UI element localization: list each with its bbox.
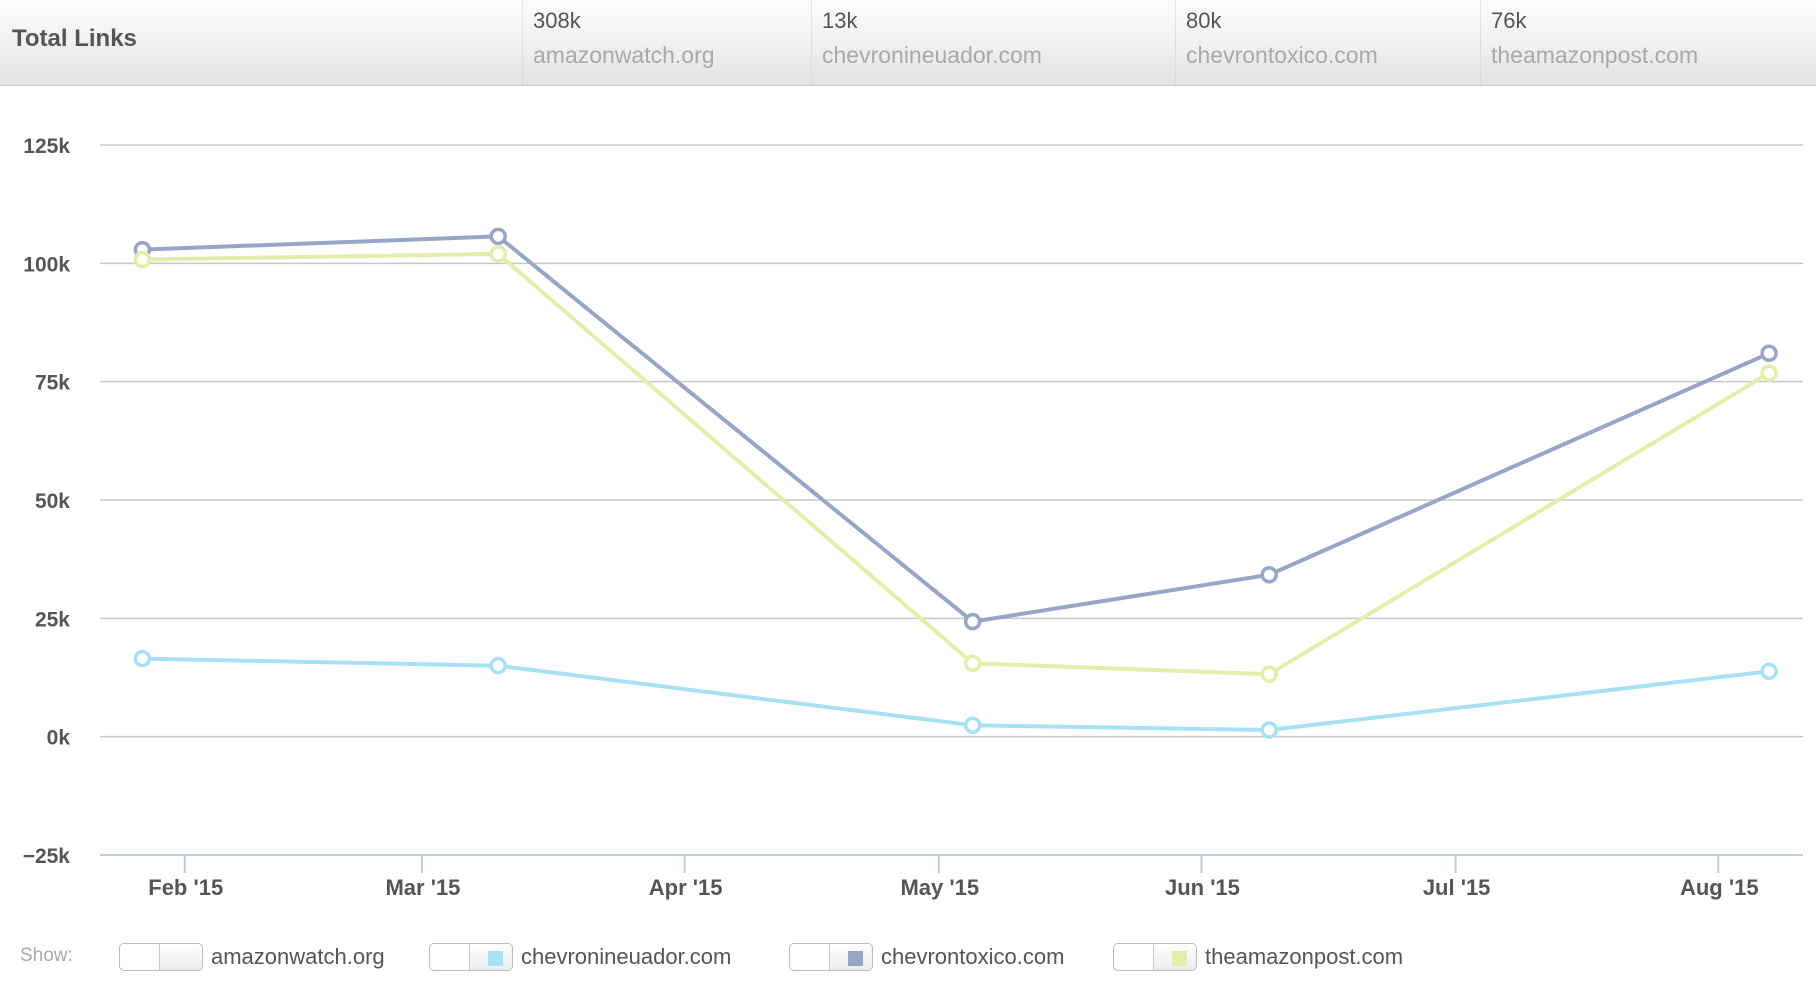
series-line-chevrontoxico-com — [142, 234, 1770, 624]
gridlines: −25k 0k 25k 50k 75k 100k 125k — [23, 135, 1803, 868]
series-lines — [142, 234, 1771, 732]
legend-swatch — [848, 951, 863, 966]
x-tick-label: Feb '15 — [148, 875, 223, 900]
toggle-knob — [1114, 944, 1154, 970]
x-axis: Feb '15 Mar '15 Apr '15 May '15 Jun '15 Jul '… — [100, 854, 1803, 900]
data-point-chevrontoxico-com — [489, 227, 507, 246]
line-chart: −25k 0k 25k 50k 75k 100k 125k Feb '15 Mar '15 Ap… — [23, 135, 1803, 900]
stat-domain: chevronineuador.com — [822, 42, 1042, 68]
stat-value: 76k — [1491, 8, 1527, 33]
y-tick-label: 125k — [23, 135, 70, 158]
legend-label: chevrontoxico.com — [881, 944, 1065, 969]
data-point-chevrontoxico-com — [1760, 344, 1778, 363]
stat-domain: chevrontoxico.com — [1186, 42, 1378, 68]
legend-item-amazonwatch[interactable]: amazonwatch.org — [119, 942, 385, 972]
y-tick-label: 75k — [35, 372, 70, 395]
series-toggle[interactable] — [1113, 943, 1197, 971]
series-points — [133, 227, 1778, 739]
legend-show-label: Show: — [20, 945, 73, 966]
stat-theamazonpost: 76k theamazonpost.com — [1480, 0, 1816, 85]
stat-amazonwatch: 308k amazonwatch.org — [522, 0, 811, 85]
data-point-theamazonpost-com — [1260, 665, 1278, 683]
toggle-knob — [430, 944, 470, 970]
legend-label: amazonwatch.org — [211, 944, 385, 969]
stat-value: 80k — [1186, 8, 1222, 33]
toggle-knob — [120, 944, 160, 970]
legend-item-theamazonpost[interactable]: theamazonpost.com — [1113, 942, 1403, 972]
toggle-knob — [790, 944, 830, 970]
chart-title: Total Links — [12, 25, 137, 52]
data-point-chevronineuador-com — [489, 656, 507, 675]
y-tick-label: 25k — [35, 608, 70, 631]
series-line-theamazonpost-com — [142, 251, 1771, 677]
legend: Show: amazonwatch.org chevronineuador.co… — [0, 935, 1816, 980]
data-point-chevronineuador-com — [963, 716, 982, 735]
chart-header: Total Links 308k amazonwatch.org 13k che… — [0, 0, 1816, 86]
x-tick-label: May '15 — [900, 875, 979, 900]
legend-item-chevrontoxico[interactable]: chevrontoxico.com — [789, 942, 1064, 972]
series-toggle[interactable] — [789, 943, 873, 971]
data-point-theamazonpost-com — [489, 245, 507, 263]
stat-value: 308k — [533, 8, 581, 33]
y-tick-label: 50k — [35, 490, 70, 513]
x-tick-label: Aug '15 — [1680, 875, 1759, 900]
data-point-chevronineuador-com — [1260, 721, 1278, 739]
stat-value: 13k — [822, 8, 858, 33]
legend-swatch — [1172, 951, 1187, 966]
data-point-theamazonpost-com — [133, 250, 152, 269]
data-point-theamazonpost-com — [963, 654, 982, 673]
series-toggle[interactable] — [429, 943, 513, 971]
x-tick-label: Apr '15 — [649, 875, 723, 900]
stat-chevrontoxico: 80k chevrontoxico.com — [1175, 0, 1480, 85]
legend-swatch — [488, 951, 503, 966]
y-tick-label: 100k — [23, 253, 70, 276]
stat-chevronineuador: 13k chevronineuador.com — [811, 0, 1174, 85]
stat-domain: amazonwatch.org — [533, 42, 715, 68]
x-tick-label: Jun '15 — [1165, 875, 1240, 900]
data-point-theamazonpost-com — [1760, 364, 1778, 382]
y-tick-label: −25k — [23, 845, 71, 868]
stat-domain: theamazonpost.com — [1491, 42, 1699, 68]
legend-item-chevronineuador[interactable]: chevronineuador.com — [429, 942, 731, 972]
series-line-chevronineuador-com — [142, 656, 1770, 732]
data-point-chevrontoxico-com — [1260, 566, 1278, 584]
data-point-chevrontoxico-com — [963, 612, 982, 631]
legend-label: chevronineuador.com — [521, 944, 732, 969]
series-toggle[interactable] — [119, 943, 203, 971]
legend-label: theamazonpost.com — [1205, 944, 1404, 969]
data-point-chevronineuador-com — [133, 649, 152, 668]
y-tick-label: 0k — [47, 727, 71, 750]
data-point-chevronineuador-com — [1760, 662, 1778, 681]
x-tick-label: Mar '15 — [385, 875, 460, 900]
x-tick-label: Jul '15 — [1423, 875, 1491, 900]
